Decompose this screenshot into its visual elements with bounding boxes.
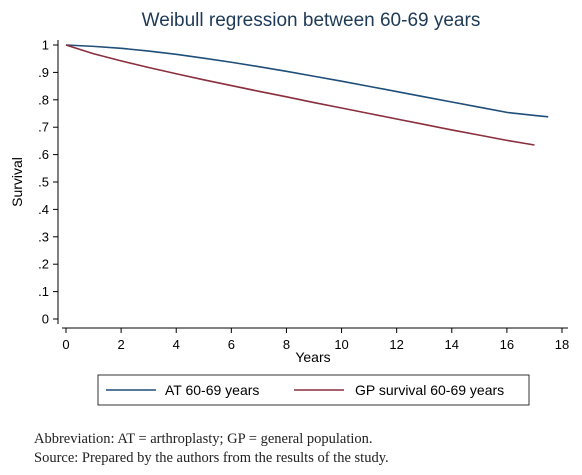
legend-label-1: GP survival 60-69 years [355,382,504,398]
y-tick-label: .6 [38,147,49,162]
plot-area: 0 .1 .2 .3 .4 .5 .6 .7 .8 .9 1 0 2 4 6 8 10 12 14 16 18 [38,38,569,353]
y-tick-label: .8 [38,92,49,107]
y-tick-label: 0 [42,312,49,327]
chart-title: Weibull regression between 60-69 years [142,10,481,31]
x-tick-label: 12 [389,337,403,352]
y-axis-title: Survival [9,157,25,207]
y-tick-label: .4 [38,202,49,217]
y-tick-label: .2 [38,257,49,272]
x-tick-label: 4 [173,337,180,352]
series-line-0 [65,44,549,118]
y-tick-label: .9 [38,65,49,80]
caption-abbreviation: Abbreviation: AT = arthroplasty; GP = ge… [34,431,373,447]
x-tick-label: 16 [500,337,514,352]
y-tick-label: 1 [42,38,49,53]
x-tick-label: 8 [283,337,290,352]
x-axis-title: Years [295,349,330,365]
x-tick-label: 0 [62,337,69,352]
x-tick-label: 2 [117,337,124,352]
x-tick-label: 14 [445,337,459,352]
x-ticks: 0 2 4 6 8 10 12 14 16 18 [62,328,569,352]
y-ticks: 0 .1 .2 .3 .4 .5 .6 .7 .8 .9 1 [38,38,58,327]
series-line-1 [65,44,535,146]
chart: Weibull regression between 60-69 years 0… [9,10,569,406]
x-tick-label: 10 [334,337,348,352]
x-tick-label: 6 [228,337,235,352]
legend-label-0: AT 60-69 years [165,382,259,398]
y-tick-label: .3 [38,229,49,244]
x-tick-label: 18 [555,337,569,352]
series-lines [65,44,549,146]
y-tick-label: .7 [38,120,49,135]
caption: Abbreviation: AT = arthroplasty; GP = ge… [34,430,574,468]
legend: AT 60-69 years GP survival 60-69 years [97,374,530,406]
y-tick-label: .5 [38,175,49,190]
caption-source: Source: Prepared by the authors from the… [34,450,389,466]
y-tick-label: .1 [38,284,49,299]
legend-items: AT 60-69 years GP survival 60-69 years [106,382,504,398]
